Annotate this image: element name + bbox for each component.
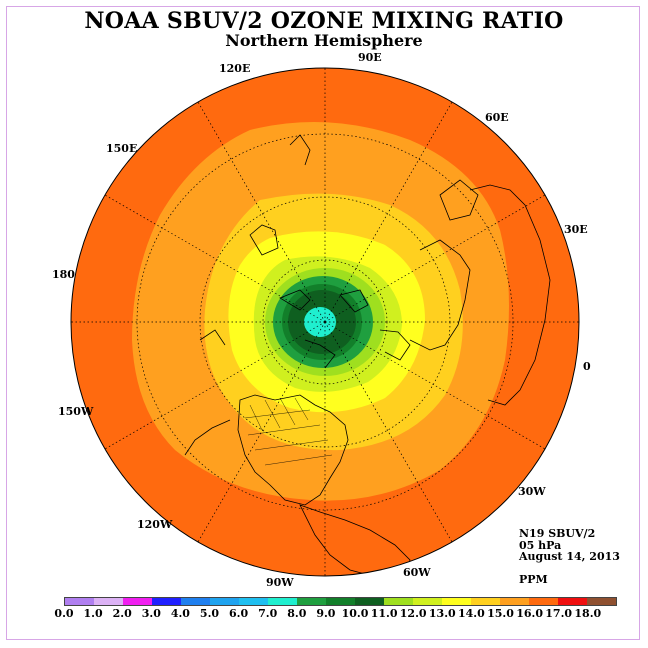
lon-label-0: 0: [583, 360, 591, 373]
colorbar-tick-label: 15.0: [487, 607, 514, 620]
colorbar-tick-label: 18.0: [574, 607, 602, 620]
lon-label-150e: 150E: [106, 142, 138, 155]
colorbar-swatch: [210, 598, 239, 605]
colorbar-tick-label: 5.0: [199, 607, 220, 620]
pressure-label: 05 hPa: [519, 539, 562, 552]
colorbar-tick-label: 14.0: [457, 607, 485, 620]
lon-label-90w: 90W: [266, 576, 294, 589]
colorbar-tick-label: 4.0: [170, 607, 190, 620]
colorbar-tick-label: 1.0: [83, 607, 103, 620]
map-subtitle: Northern Hemisphere: [225, 31, 423, 50]
colorbar-tick-label: 6.0: [229, 607, 249, 620]
state-borders: [244, 397, 333, 466]
colorbar-tick-label: 0.0: [54, 607, 74, 620]
figure-frame: [6, 6, 640, 640]
colorbar-swatch: [123, 598, 152, 605]
lon-label-30e: 30E: [564, 223, 588, 236]
map-boundary: [70, 67, 580, 577]
colorbar-swatch: [297, 598, 326, 605]
colorbar-swatch: [239, 598, 268, 605]
lon-label-30w: 30W: [518, 485, 546, 498]
colorbar-tick-label: 8.0: [287, 607, 307, 620]
lon-label-180: 180: [52, 268, 75, 281]
colorbar-tick-label: 17.0: [545, 607, 573, 620]
instrument-label: N19 SBUV/2: [519, 527, 596, 540]
lon-label-90e: 90E: [358, 51, 382, 64]
colorbar-tick-label: 13.0: [428, 607, 456, 620]
colorbar-swatch: [152, 598, 181, 605]
colorbar-tick-label: 16.0: [516, 607, 543, 620]
lon-label-150w: 150W: [58, 405, 94, 418]
lon-label-60w: 60W: [403, 566, 431, 579]
colorbar-swatch: [384, 598, 413, 605]
colorbar-tick-label: 2.0: [112, 607, 132, 620]
date-label: August 14, 2013: [519, 550, 620, 563]
colorbar-swatch: [558, 598, 587, 605]
colorbar-tick-label: 11.0: [370, 607, 398, 620]
map-title: NOAA SBUV/2 OZONE MIXING RATIO: [84, 8, 564, 34]
colorbar-swatch: [500, 598, 529, 605]
coastlines: [184, 134, 551, 576]
colorbar: [64, 597, 617, 606]
colorbar-tick-label: 10.0: [341, 607, 369, 620]
units-label: PPM: [519, 573, 548, 586]
colorbar-tick-label: 3.0: [141, 607, 161, 620]
lon-label-60e: 60E: [485, 111, 509, 124]
colorbar-swatch: [442, 598, 471, 605]
colorbar-swatch: [413, 598, 442, 605]
colorbar-tick-label: 9.0: [316, 607, 336, 620]
colorbar-swatch: [355, 598, 384, 605]
colorbar-tick-label: 7.0: [258, 607, 278, 620]
colorbar-swatch: [471, 598, 500, 605]
colorbar-swatch: [529, 598, 558, 605]
colorbar-swatch: [326, 598, 355, 605]
colorbar-swatch: [587, 598, 616, 605]
lon-label-120w: 120W: [137, 518, 173, 531]
colorbar-swatch: [65, 598, 94, 605]
colorbar-swatch: [268, 598, 297, 605]
colorbar-tick-label: 12.0: [399, 607, 427, 620]
colorbar-swatch: [94, 598, 123, 605]
colorbar-swatch: [181, 598, 210, 605]
lon-label-120e: 120E: [219, 62, 251, 75]
